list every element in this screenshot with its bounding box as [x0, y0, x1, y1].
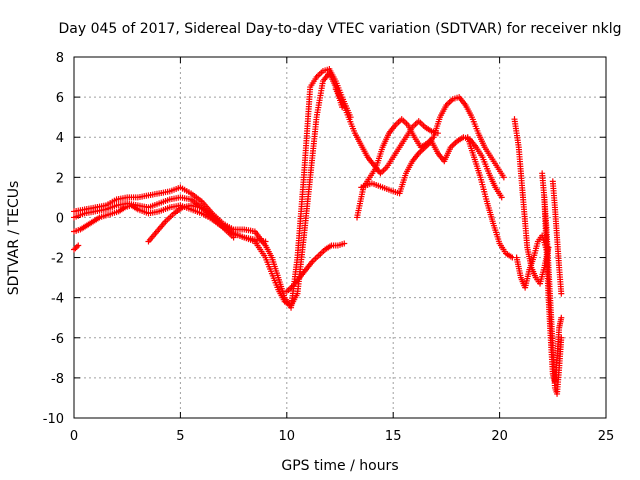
- data-point: [341, 240, 348, 247]
- x-tick-label: 10: [279, 429, 296, 444]
- y-tick-label: 0: [56, 211, 64, 226]
- x-axis-title: GPS time / hours: [281, 458, 398, 474]
- y-tick-label: -10: [43, 412, 64, 427]
- y-tick-label: -2: [51, 252, 64, 267]
- data-point: [500, 174, 507, 181]
- data-point: [558, 314, 565, 321]
- data-point: [75, 242, 82, 249]
- y-axis-title: SDTVAR / TECUs: [6, 181, 22, 296]
- y-tick-label: -8: [51, 372, 64, 387]
- data-point: [262, 238, 269, 245]
- y-tick-label: 6: [56, 91, 64, 106]
- y-tick-label: 4: [56, 131, 64, 146]
- plot-frame: [73, 56, 607, 419]
- y-tick-label: -4: [51, 292, 64, 307]
- x-tick-label: 5: [176, 429, 184, 444]
- x-tick-label: 0: [70, 429, 78, 444]
- x-tick-label: 15: [385, 429, 402, 444]
- plot-border: [73, 56, 607, 419]
- data-point: [434, 130, 441, 137]
- y-tick-label: -6: [51, 332, 64, 347]
- x-tick-label: 25: [598, 429, 615, 444]
- data-point: [558, 290, 565, 297]
- y-tick-label: 8: [56, 51, 64, 66]
- data-points: [71, 66, 565, 397]
- data-point: [498, 194, 505, 201]
- y-tick-label: 2: [56, 171, 64, 186]
- chart-title: Day 045 of 2017, Sidereal Day-to-day VTE…: [59, 21, 622, 37]
- x-tick-label: 20: [491, 429, 508, 444]
- data-point: [230, 234, 237, 241]
- tick-labels: 0 5 10 15 20 25 -10 -8 -6 -4 -2 0 2 4 6 8: [43, 51, 615, 444]
